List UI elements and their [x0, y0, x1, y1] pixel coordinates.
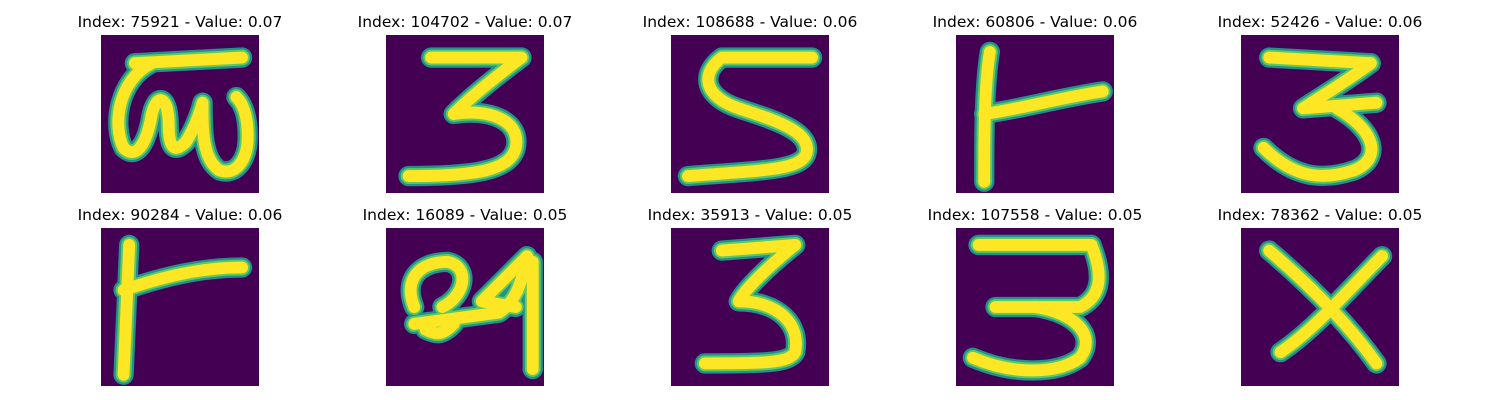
- digit-image: [386, 35, 544, 193]
- glyph-stroke: [1257, 102, 1378, 182]
- panel-title: Index: 60806 - Value: 0.06: [932, 13, 1138, 31]
- digit-svg: [671, 228, 829, 386]
- glyph-stroke: [404, 255, 469, 313]
- glyph-stroke: [1263, 51, 1377, 70]
- glyph-stroke: [682, 51, 818, 182]
- panel-title: Index: 16089 - Value: 0.05: [362, 206, 568, 224]
- panel-title: Index: 52426 - Value: 0.06: [1217, 13, 1423, 31]
- glyph-stroke: [112, 57, 254, 178]
- panel-title: Index: 78362 - Value: 0.05: [1217, 206, 1423, 224]
- panel-title: Index: 75921 - Value: 0.07: [77, 13, 283, 31]
- digit-image: [101, 35, 259, 193]
- panel-title: Index: 104702 - Value: 0.07: [357, 13, 573, 31]
- digit-image: [101, 228, 259, 386]
- digit-image: [671, 228, 829, 386]
- digit-svg: [386, 35, 544, 193]
- glyph-stroke: [978, 85, 1109, 120]
- glyph-stroke: [419, 318, 460, 340]
- digit-svg: [386, 228, 544, 386]
- digit-image: [1241, 228, 1399, 386]
- digit-svg: [1241, 35, 1399, 193]
- glyph-stroke: [402, 51, 528, 182]
- glyph-stroke: [1297, 57, 1383, 115]
- panel-title: Index: 35913 - Value: 0.05: [647, 206, 853, 224]
- panel-title: Index: 107558 - Value: 0.05: [927, 206, 1143, 224]
- panel-title: Index: 90284 - Value: 0.06: [77, 206, 283, 224]
- glyph-stroke: [715, 239, 802, 257]
- digit-svg: [671, 35, 829, 193]
- digit-image: [956, 35, 1114, 193]
- digit-image: [956, 228, 1114, 386]
- panel-title: Index: 108688 - Value: 0.06: [642, 13, 858, 31]
- glyph-stroke: [117, 261, 248, 296]
- glyph-stroke: [967, 301, 1092, 377]
- digit-image: [1241, 35, 1399, 193]
- glyph-stroke: [408, 250, 533, 330]
- glyph-stroke: [989, 239, 1105, 313]
- digit-svg: [956, 228, 1114, 386]
- digit-svg: [1241, 228, 1399, 386]
- glyph-stroke: [1274, 250, 1388, 359]
- glyph-stroke: [117, 239, 136, 381]
- digit-svg: [101, 35, 259, 193]
- digit-image: [671, 35, 829, 193]
- digit-image: [386, 228, 544, 386]
- digit-svg: [956, 35, 1114, 193]
- glyph-stroke: [698, 239, 802, 370]
- digit-svg: [101, 228, 259, 386]
